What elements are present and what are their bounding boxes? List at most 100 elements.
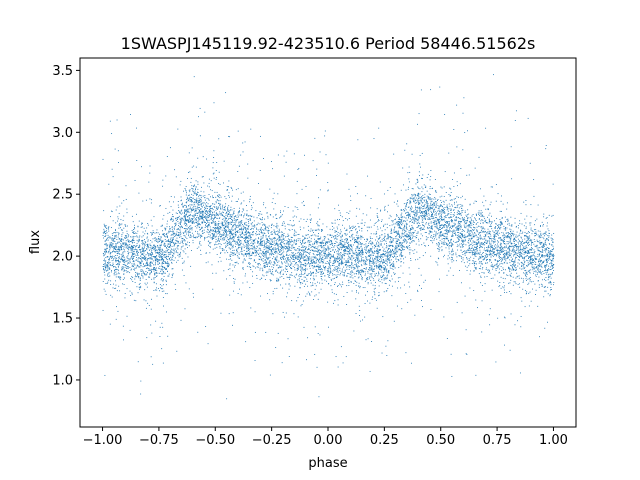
data-point	[138, 245, 140, 247]
data-point	[402, 236, 404, 238]
data-point	[217, 209, 219, 210]
data-point	[552, 249, 554, 250]
data-point	[357, 245, 359, 247]
data-point	[422, 211, 424, 213]
data-point	[355, 215, 357, 217]
data-point	[491, 241, 493, 243]
data-point	[528, 292, 530, 294]
data-point	[233, 266, 235, 268]
data-point	[481, 215, 483, 217]
data-point	[486, 276, 488, 277]
data-point	[476, 243, 478, 244]
data-point	[389, 254, 391, 256]
data-point	[288, 235, 290, 237]
data-point	[358, 266, 360, 267]
data-point	[384, 229, 386, 231]
data-point	[402, 216, 404, 218]
data-point	[469, 263, 471, 265]
data-point	[431, 212, 433, 213]
data-point	[254, 360, 256, 361]
data-point	[386, 270, 388, 272]
data-point	[336, 230, 338, 232]
data-point	[211, 229, 213, 231]
data-point	[190, 225, 192, 227]
data-point	[538, 250, 540, 252]
data-point	[216, 213, 218, 215]
data-point	[542, 243, 544, 245]
data-point	[118, 260, 119, 262]
data-point	[128, 253, 129, 255]
data-point	[213, 177, 215, 179]
data-point	[491, 250, 493, 252]
data-point	[309, 253, 311, 255]
data-point	[491, 222, 492, 224]
data-point	[321, 240, 323, 242]
data-point	[499, 210, 501, 212]
data-point	[463, 219, 465, 220]
data-point	[113, 248, 115, 250]
data-point	[536, 218, 538, 220]
data-point	[342, 244, 344, 245]
data-point	[488, 254, 490, 256]
data-point	[228, 247, 230, 249]
data-point	[320, 257, 322, 259]
data-point	[439, 212, 441, 214]
data-point	[449, 245, 451, 247]
data-point	[483, 231, 485, 233]
data-point	[389, 187, 391, 189]
data-point	[309, 214, 311, 216]
data-point	[302, 242, 304, 244]
data-point	[370, 269, 372, 271]
data-point	[280, 250, 282, 252]
data-point	[211, 208, 213, 209]
data-point	[346, 229, 348, 231]
data-point	[498, 254, 500, 256]
data-point	[399, 236, 401, 238]
data-point	[148, 181, 150, 183]
data-point	[473, 229, 474, 231]
data-point	[306, 359, 307, 361]
data-point	[259, 218, 261, 219]
data-point	[463, 217, 465, 219]
data-point	[476, 248, 478, 250]
data-point	[395, 230, 397, 232]
data-point	[334, 257, 335, 259]
data-point	[397, 225, 399, 227]
data-point	[157, 245, 159, 247]
data-point	[189, 225, 190, 227]
data-point	[138, 220, 140, 222]
data-point	[471, 263, 473, 264]
data-point	[192, 194, 194, 196]
data-point	[428, 227, 430, 229]
data-point	[245, 253, 247, 254]
data-point	[544, 278, 545, 280]
data-point	[409, 232, 411, 233]
data-point	[499, 250, 501, 252]
data-point	[384, 236, 385, 238]
data-point	[104, 250, 106, 252]
data-point	[153, 249, 155, 251]
data-point	[231, 188, 233, 189]
data-point	[200, 215, 202, 217]
data-point	[307, 259, 309, 261]
data-point	[399, 242, 401, 244]
data-point	[528, 282, 530, 284]
data-point	[223, 182, 224, 184]
data-point	[509, 248, 511, 250]
data-point	[480, 275, 482, 277]
data-point	[202, 206, 203, 208]
data-point	[545, 148, 547, 150]
data-point	[196, 197, 198, 199]
data-point	[401, 224, 403, 226]
data-point	[335, 277, 337, 278]
data-point	[407, 199, 409, 200]
data-point	[549, 255, 551, 257]
data-point	[249, 234, 251, 236]
data-point	[338, 243, 340, 245]
data-point	[262, 269, 264, 271]
data-point	[328, 260, 330, 262]
data-point	[317, 248, 319, 250]
data-point	[239, 241, 241, 243]
data-point	[235, 219, 237, 221]
data-point	[489, 212, 491, 214]
